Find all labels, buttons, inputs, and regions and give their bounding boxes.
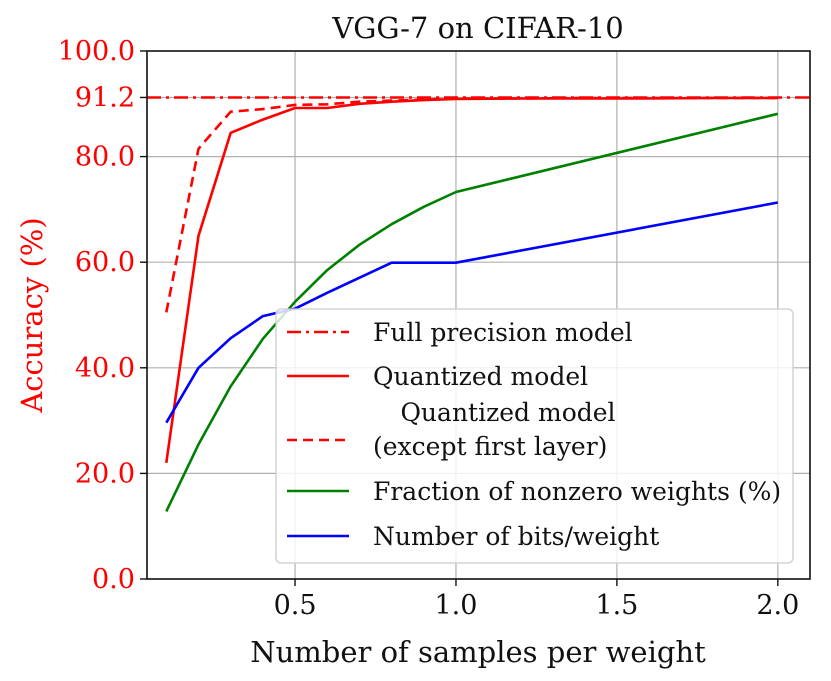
y-tick-label: 80.0 [75,142,135,173]
y-tick-label: 40.0 [75,353,135,384]
legend-box [275,308,794,564]
x-tick-label: 2.0 [756,590,799,621]
x-tick-label: 0.5 [274,590,317,621]
x-tick-label: 1.5 [595,590,638,621]
x-axis-label: Number of samples per weight [250,635,706,669]
legend-label: Fraction of nonzero weights (%) [373,477,781,506]
y-tick-label: 91.2 [75,82,135,113]
plot-area-frame [146,50,811,580]
y-tick-label: 20.0 [75,458,135,489]
legend-label: (except first layer) [373,432,607,461]
legend-label: Quantized model [400,398,615,427]
axis-ticks: 0.5 1.0 1.5 2.0 0.0 20.0 40.0 60.0 80.0 91.2 100.0 [58,36,800,621]
legend-label: Number of bits/weight [373,522,659,551]
y-tick-label: 100.0 [58,36,135,67]
y-tick-label: 60.0 [75,247,135,278]
legend-label: Full precision model [373,318,633,347]
y-tick-label: 0.0 [92,564,135,595]
series-line-4 [165,112,779,512]
series-line-3 [165,96,778,313]
y-axis-label: Accuracy (%) [15,217,49,413]
chart-title: VGG-7 on CIFAR-10 [331,11,623,45]
x-tick-label: 1.0 [434,590,477,621]
legend: Full precision model Quantized model Quant… [275,308,794,564]
legend-label: Quantized model [373,362,588,391]
